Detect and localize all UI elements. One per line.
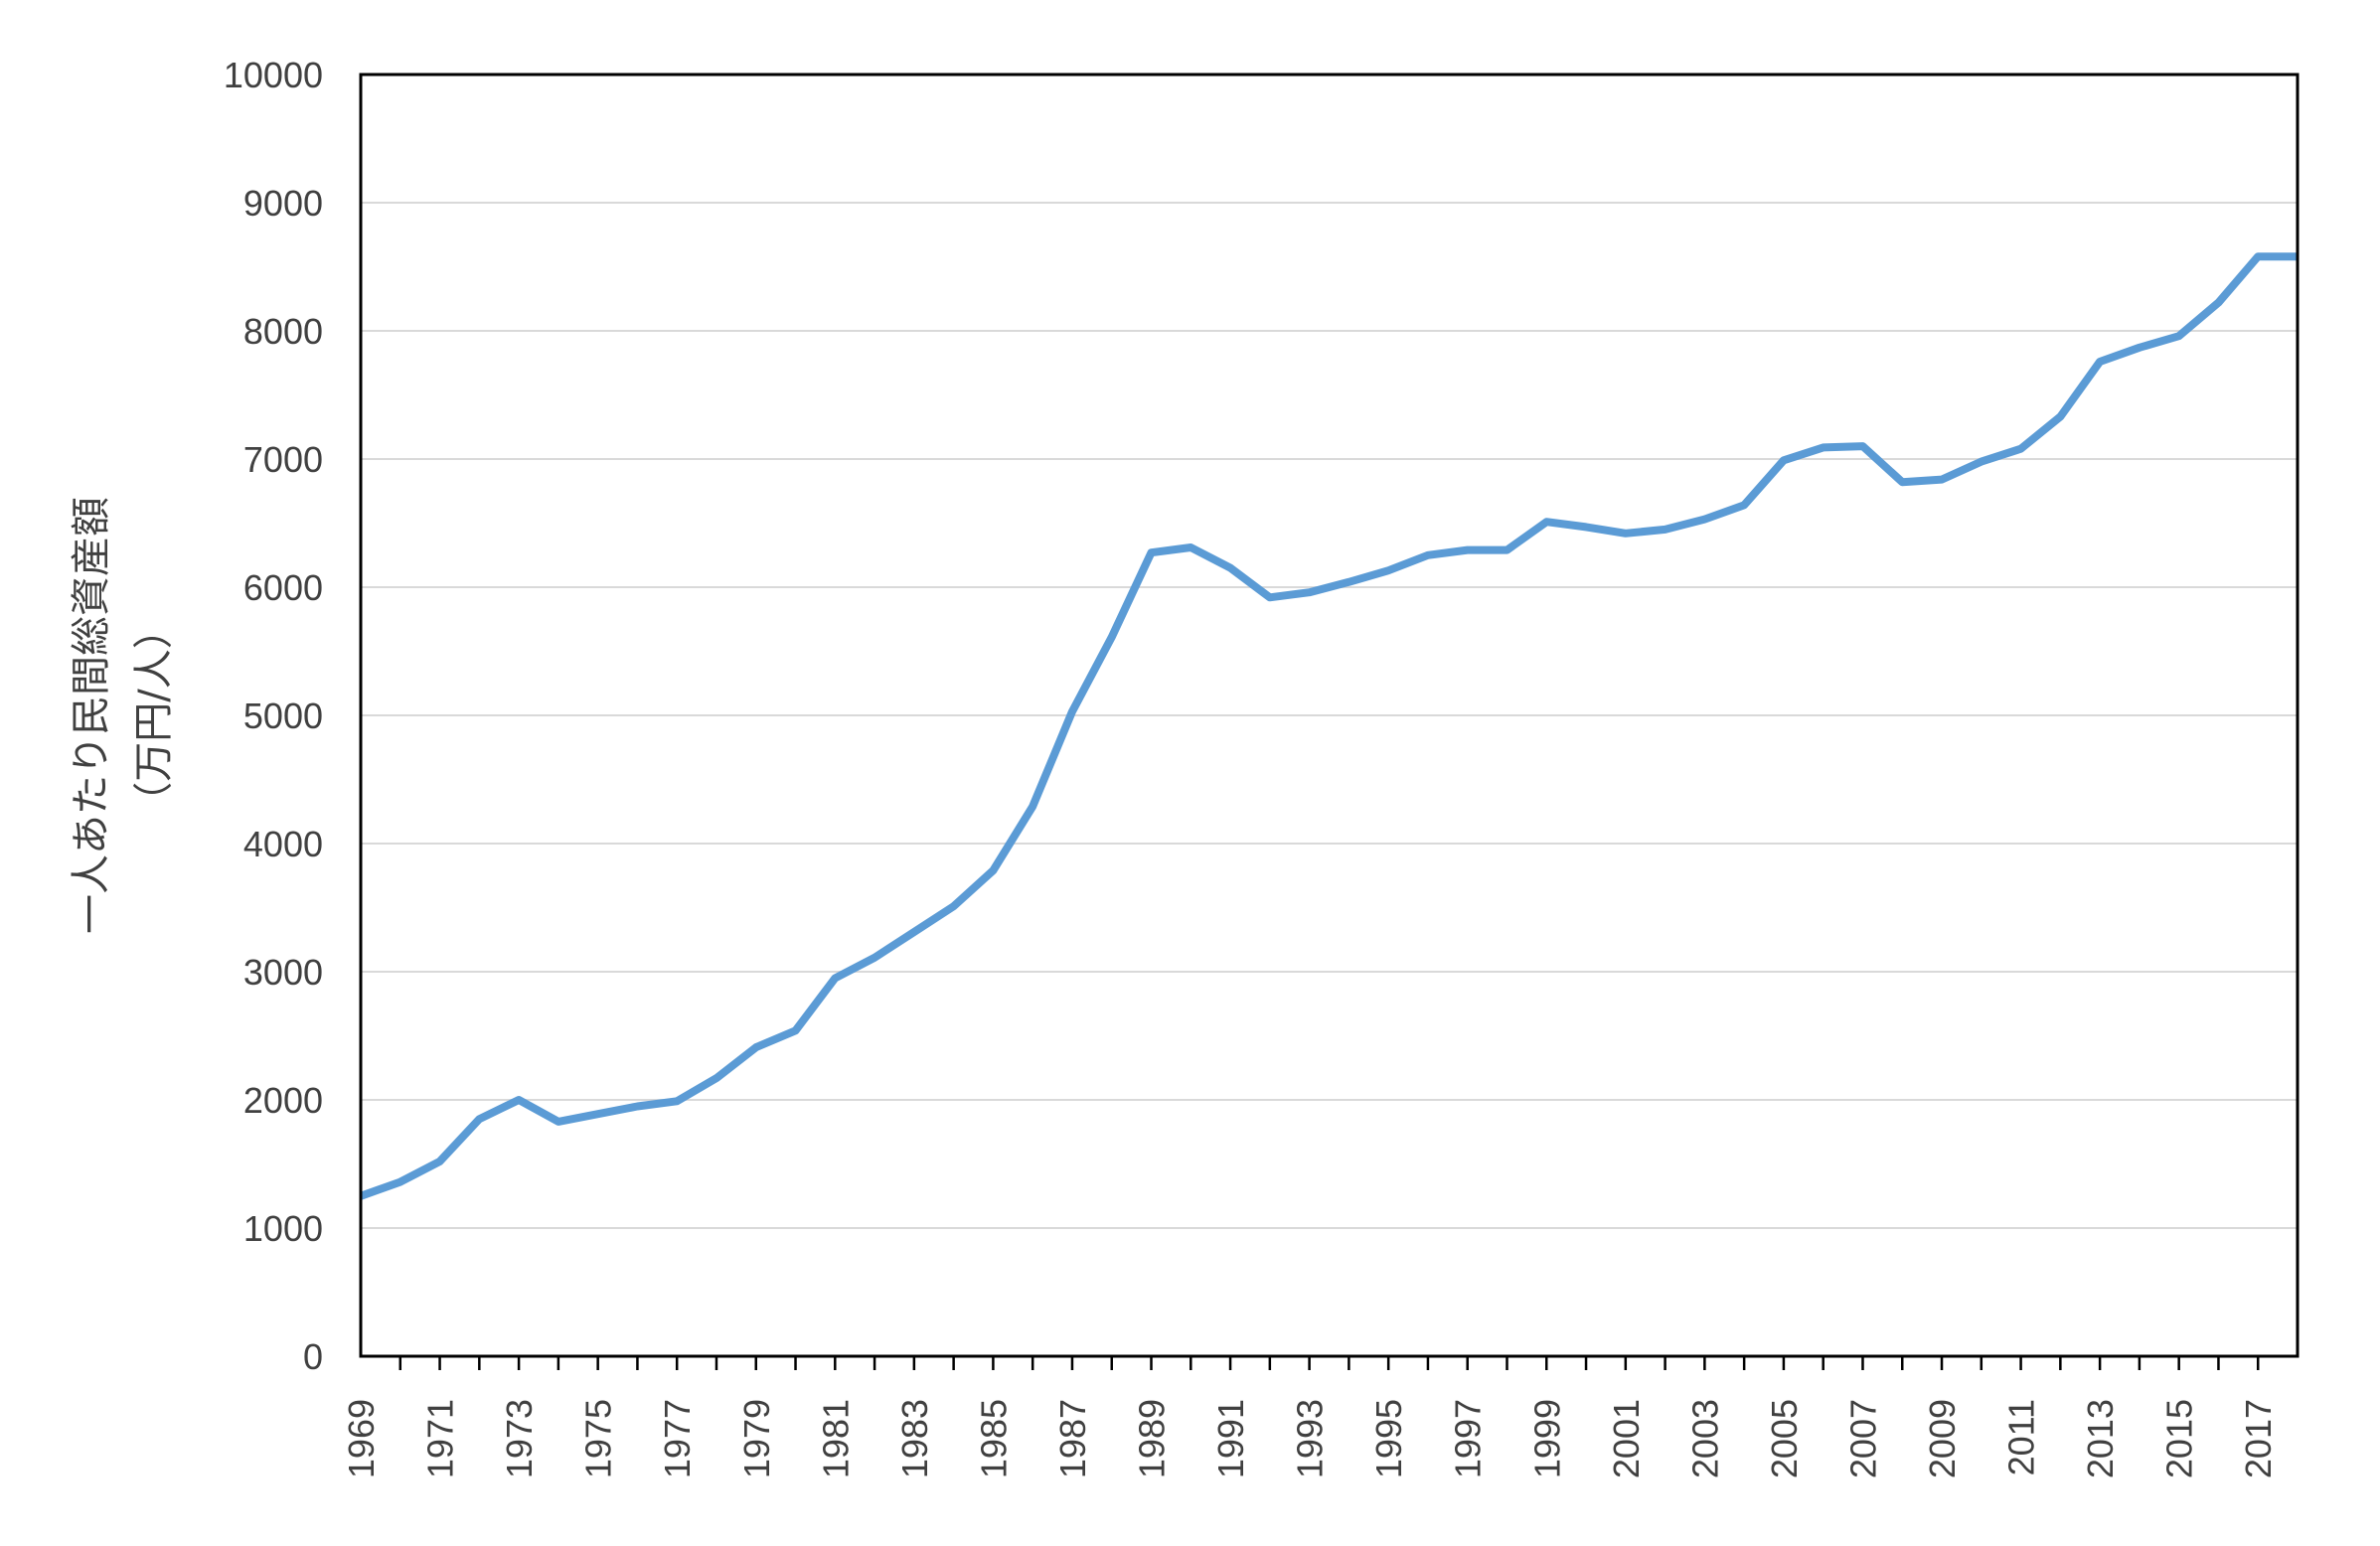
x-tick-label: 1973 (499, 1399, 540, 1478)
x-axis-tick-labels: 1969 1971 1973 1975 1977 1979 1981 1983 1985 1987… (341, 1399, 2279, 1478)
y-tick-label: 6000 (243, 567, 323, 608)
x-tick-label: 1989 (1132, 1399, 1173, 1478)
x-tick-label: 1997 (1448, 1399, 1489, 1478)
x-axis-ticks (398, 1356, 2260, 1370)
x-tick-label: 1979 (736, 1399, 777, 1478)
x-tick-label: 1969 (341, 1399, 382, 1478)
y-axis-tick-labels: 0 1000 2000 3000 4000 5000 6000 7000 8000 9000 100… (224, 55, 323, 1377)
x-tick-label: 1991 (1210, 1399, 1251, 1478)
x-tick-label: 1983 (894, 1399, 935, 1478)
y-axis-title: 一人あたり民間総資産額 (69, 497, 114, 934)
y-tick-label: 10000 (224, 55, 323, 95)
x-tick-label: 1999 (1526, 1399, 1567, 1478)
x-tick-label: 2015 (2159, 1399, 2200, 1478)
y-tick-label: 4000 (243, 824, 323, 864)
x-tick-label: 1993 (1290, 1399, 1331, 1478)
x-tick-label: 2013 (2080, 1399, 2121, 1478)
y-tick-label: 9000 (243, 183, 323, 224)
x-tick-label: 1971 (420, 1399, 461, 1478)
x-tick-label: 1987 (1052, 1399, 1093, 1478)
x-tick-label: 1995 (1368, 1399, 1409, 1478)
x-tick-label: 1975 (578, 1399, 619, 1478)
series-layer (359, 252, 2298, 1200)
x-tick-label: 2007 (1842, 1399, 1883, 1478)
x-tick-label: 1985 (973, 1399, 1014, 1478)
y-tick-label: 8000 (243, 311, 323, 352)
x-tick-label: 2005 (1764, 1399, 1805, 1478)
gridlines (361, 202, 2298, 1229)
series-line (359, 252, 2298, 1200)
plot-frame (359, 73, 2300, 1358)
y-axis-unit: （万円/人） (131, 609, 177, 821)
x-tick-label: 2009 (1922, 1399, 1963, 1478)
y-tick-label: 7000 (243, 439, 323, 480)
y-tick-label: 0 (303, 1336, 323, 1377)
y-tick-label: 1000 (243, 1208, 323, 1249)
y-tick-label: 5000 (243, 696, 323, 736)
x-tick-label: 1977 (657, 1399, 698, 1478)
x-tick-label: 2003 (1684, 1399, 1725, 1478)
y-tick-label: 3000 (243, 952, 323, 993)
x-tick-label: 2017 (2238, 1399, 2279, 1478)
x-tick-label: 1981 (815, 1399, 856, 1478)
y-tick-label: 2000 (243, 1080, 323, 1121)
x-tick-label: 2011 (2001, 1399, 2042, 1475)
x-tick-label: 2001 (1606, 1399, 1647, 1478)
